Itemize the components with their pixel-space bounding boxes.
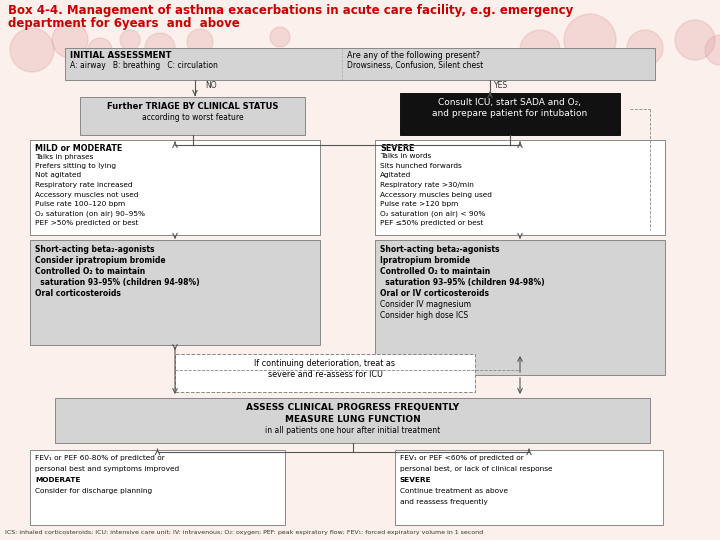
Text: Box 4-4. Management of asthma exacerbations in acute care facility, e.g. emergen: Box 4-4. Management of asthma exacerbati… [8,4,573,17]
Text: MILD or MODERATE: MILD or MODERATE [35,144,122,153]
Circle shape [52,22,88,58]
Text: Respiratory rate >30/min: Respiratory rate >30/min [380,182,474,188]
FancyBboxPatch shape [30,240,320,345]
Circle shape [520,30,560,70]
FancyBboxPatch shape [400,93,620,135]
Circle shape [564,14,616,66]
Text: and prepare patient for intubation: and prepare patient for intubation [433,109,588,118]
Text: department for 6years  and  above: department for 6years and above [8,17,240,30]
Text: O₂ saturation (on air) 90–95%: O₂ saturation (on air) 90–95% [35,211,145,217]
FancyBboxPatch shape [375,140,665,235]
Text: Respiratory rate increased: Respiratory rate increased [35,182,132,188]
Text: Consider IV magnesium: Consider IV magnesium [380,300,471,309]
Text: Accessory muscles not used: Accessory muscles not used [35,192,138,198]
FancyBboxPatch shape [30,450,285,525]
Circle shape [88,38,112,62]
FancyBboxPatch shape [375,240,665,375]
Text: ICS: inhaled corticosteroids; ICU: intensive care unit; IV: intravenous; O₂: oxy: ICS: inhaled corticosteroids; ICU: inten… [5,530,483,535]
Text: personal best and symptoms improved: personal best and symptoms improved [35,466,179,472]
Text: Not agitated: Not agitated [35,172,81,179]
Circle shape [270,27,290,47]
FancyBboxPatch shape [30,140,320,235]
Text: Talks in phrases: Talks in phrases [35,153,94,159]
Text: O₂ saturation (on air) < 90%: O₂ saturation (on air) < 90% [380,211,485,217]
Text: Are any of the following present?: Are any of the following present? [347,51,480,60]
Text: Talks in words: Talks in words [380,153,431,159]
Text: MODERATE: MODERATE [35,477,81,483]
Text: Drowsiness, Confusion, Silent chest: Drowsiness, Confusion, Silent chest [347,61,484,70]
Text: Consider high dose ICS: Consider high dose ICS [380,311,468,320]
Text: Accessory muscles being used: Accessory muscles being used [380,192,492,198]
Text: Oral or IV corticosteroids: Oral or IV corticosteroids [380,289,489,298]
Text: SEVERE: SEVERE [380,144,415,153]
Text: MEASURE LUNG FUNCTION: MEASURE LUNG FUNCTION [284,415,420,424]
Text: Short-acting beta₂-agonists: Short-acting beta₂-agonists [380,245,500,254]
Text: Controlled O₂ to maintain: Controlled O₂ to maintain [380,267,490,276]
Text: according to worst feature: according to worst feature [142,113,243,122]
Text: Prefers sitting to lying: Prefers sitting to lying [35,163,116,169]
Text: If continuing deterioration, treat as: If continuing deterioration, treat as [254,359,395,368]
Text: saturation 93–95% (children 94-98%): saturation 93–95% (children 94-98%) [380,278,544,287]
Circle shape [187,29,213,55]
Text: Pulse rate >120 bpm: Pulse rate >120 bpm [380,201,459,207]
Circle shape [120,30,140,50]
Text: Oral corticosteroids: Oral corticosteroids [35,289,121,298]
Text: in all patients one hour after initial treatment: in all patients one hour after initial t… [265,426,440,435]
FancyBboxPatch shape [65,48,655,80]
Circle shape [705,35,720,65]
Text: Short-acting beta₂-agonists: Short-acting beta₂-agonists [35,245,155,254]
FancyBboxPatch shape [395,450,663,525]
Text: Pulse rate 100–120 bpm: Pulse rate 100–120 bpm [35,201,125,207]
Text: Agitated: Agitated [380,172,411,179]
Text: saturation 93–95% (children 94-98%): saturation 93–95% (children 94-98%) [35,278,199,287]
Text: Consider for discharge planning: Consider for discharge planning [35,488,152,494]
FancyBboxPatch shape [80,97,305,135]
Text: and reassess frequently: and reassess frequently [400,499,488,505]
Text: Continue treatment as above: Continue treatment as above [400,488,508,494]
Text: Sits hunched forwards: Sits hunched forwards [380,163,462,169]
FancyBboxPatch shape [175,354,475,392]
Circle shape [10,28,54,72]
Text: PEF >50% predicted or best: PEF >50% predicted or best [35,220,138,226]
Text: FEV₁ or PEF <60% of predicted or: FEV₁ or PEF <60% of predicted or [400,455,523,461]
Text: Consult ICU, start SADA and O₂,: Consult ICU, start SADA and O₂, [438,98,582,107]
FancyBboxPatch shape [55,398,650,443]
Text: ASSESS CLINICAL PROGRESS FREQUENTLY: ASSESS CLINICAL PROGRESS FREQUENTLY [246,403,459,412]
Text: A: airway   B: breathing   C: circulation: A: airway B: breathing C: circulation [70,61,218,70]
Text: Ipratropium bromide: Ipratropium bromide [380,256,470,265]
Text: PEF ≤50% predicted or best: PEF ≤50% predicted or best [380,220,483,226]
Circle shape [675,20,715,60]
Text: Further TRIAGE BY CLINICAL STATUS: Further TRIAGE BY CLINICAL STATUS [107,102,278,111]
Text: severe and re-assess for ICU: severe and re-assess for ICU [268,370,382,379]
Text: NO: NO [205,81,217,90]
Circle shape [627,30,663,66]
Text: Controlled O₂ to maintain: Controlled O₂ to maintain [35,267,145,276]
Text: FEV₁ or PEF 60-80% of predicted or: FEV₁ or PEF 60-80% of predicted or [35,455,165,461]
Text: YES: YES [494,81,508,90]
Text: Consider ipratropium bromide: Consider ipratropium bromide [35,256,166,265]
Text: SEVERE: SEVERE [400,477,431,483]
Text: personal best, or lack of clinical response: personal best, or lack of clinical respo… [400,466,552,472]
Text: INITIAL ASSESSMENT: INITIAL ASSESSMENT [70,51,171,60]
Circle shape [145,33,175,63]
